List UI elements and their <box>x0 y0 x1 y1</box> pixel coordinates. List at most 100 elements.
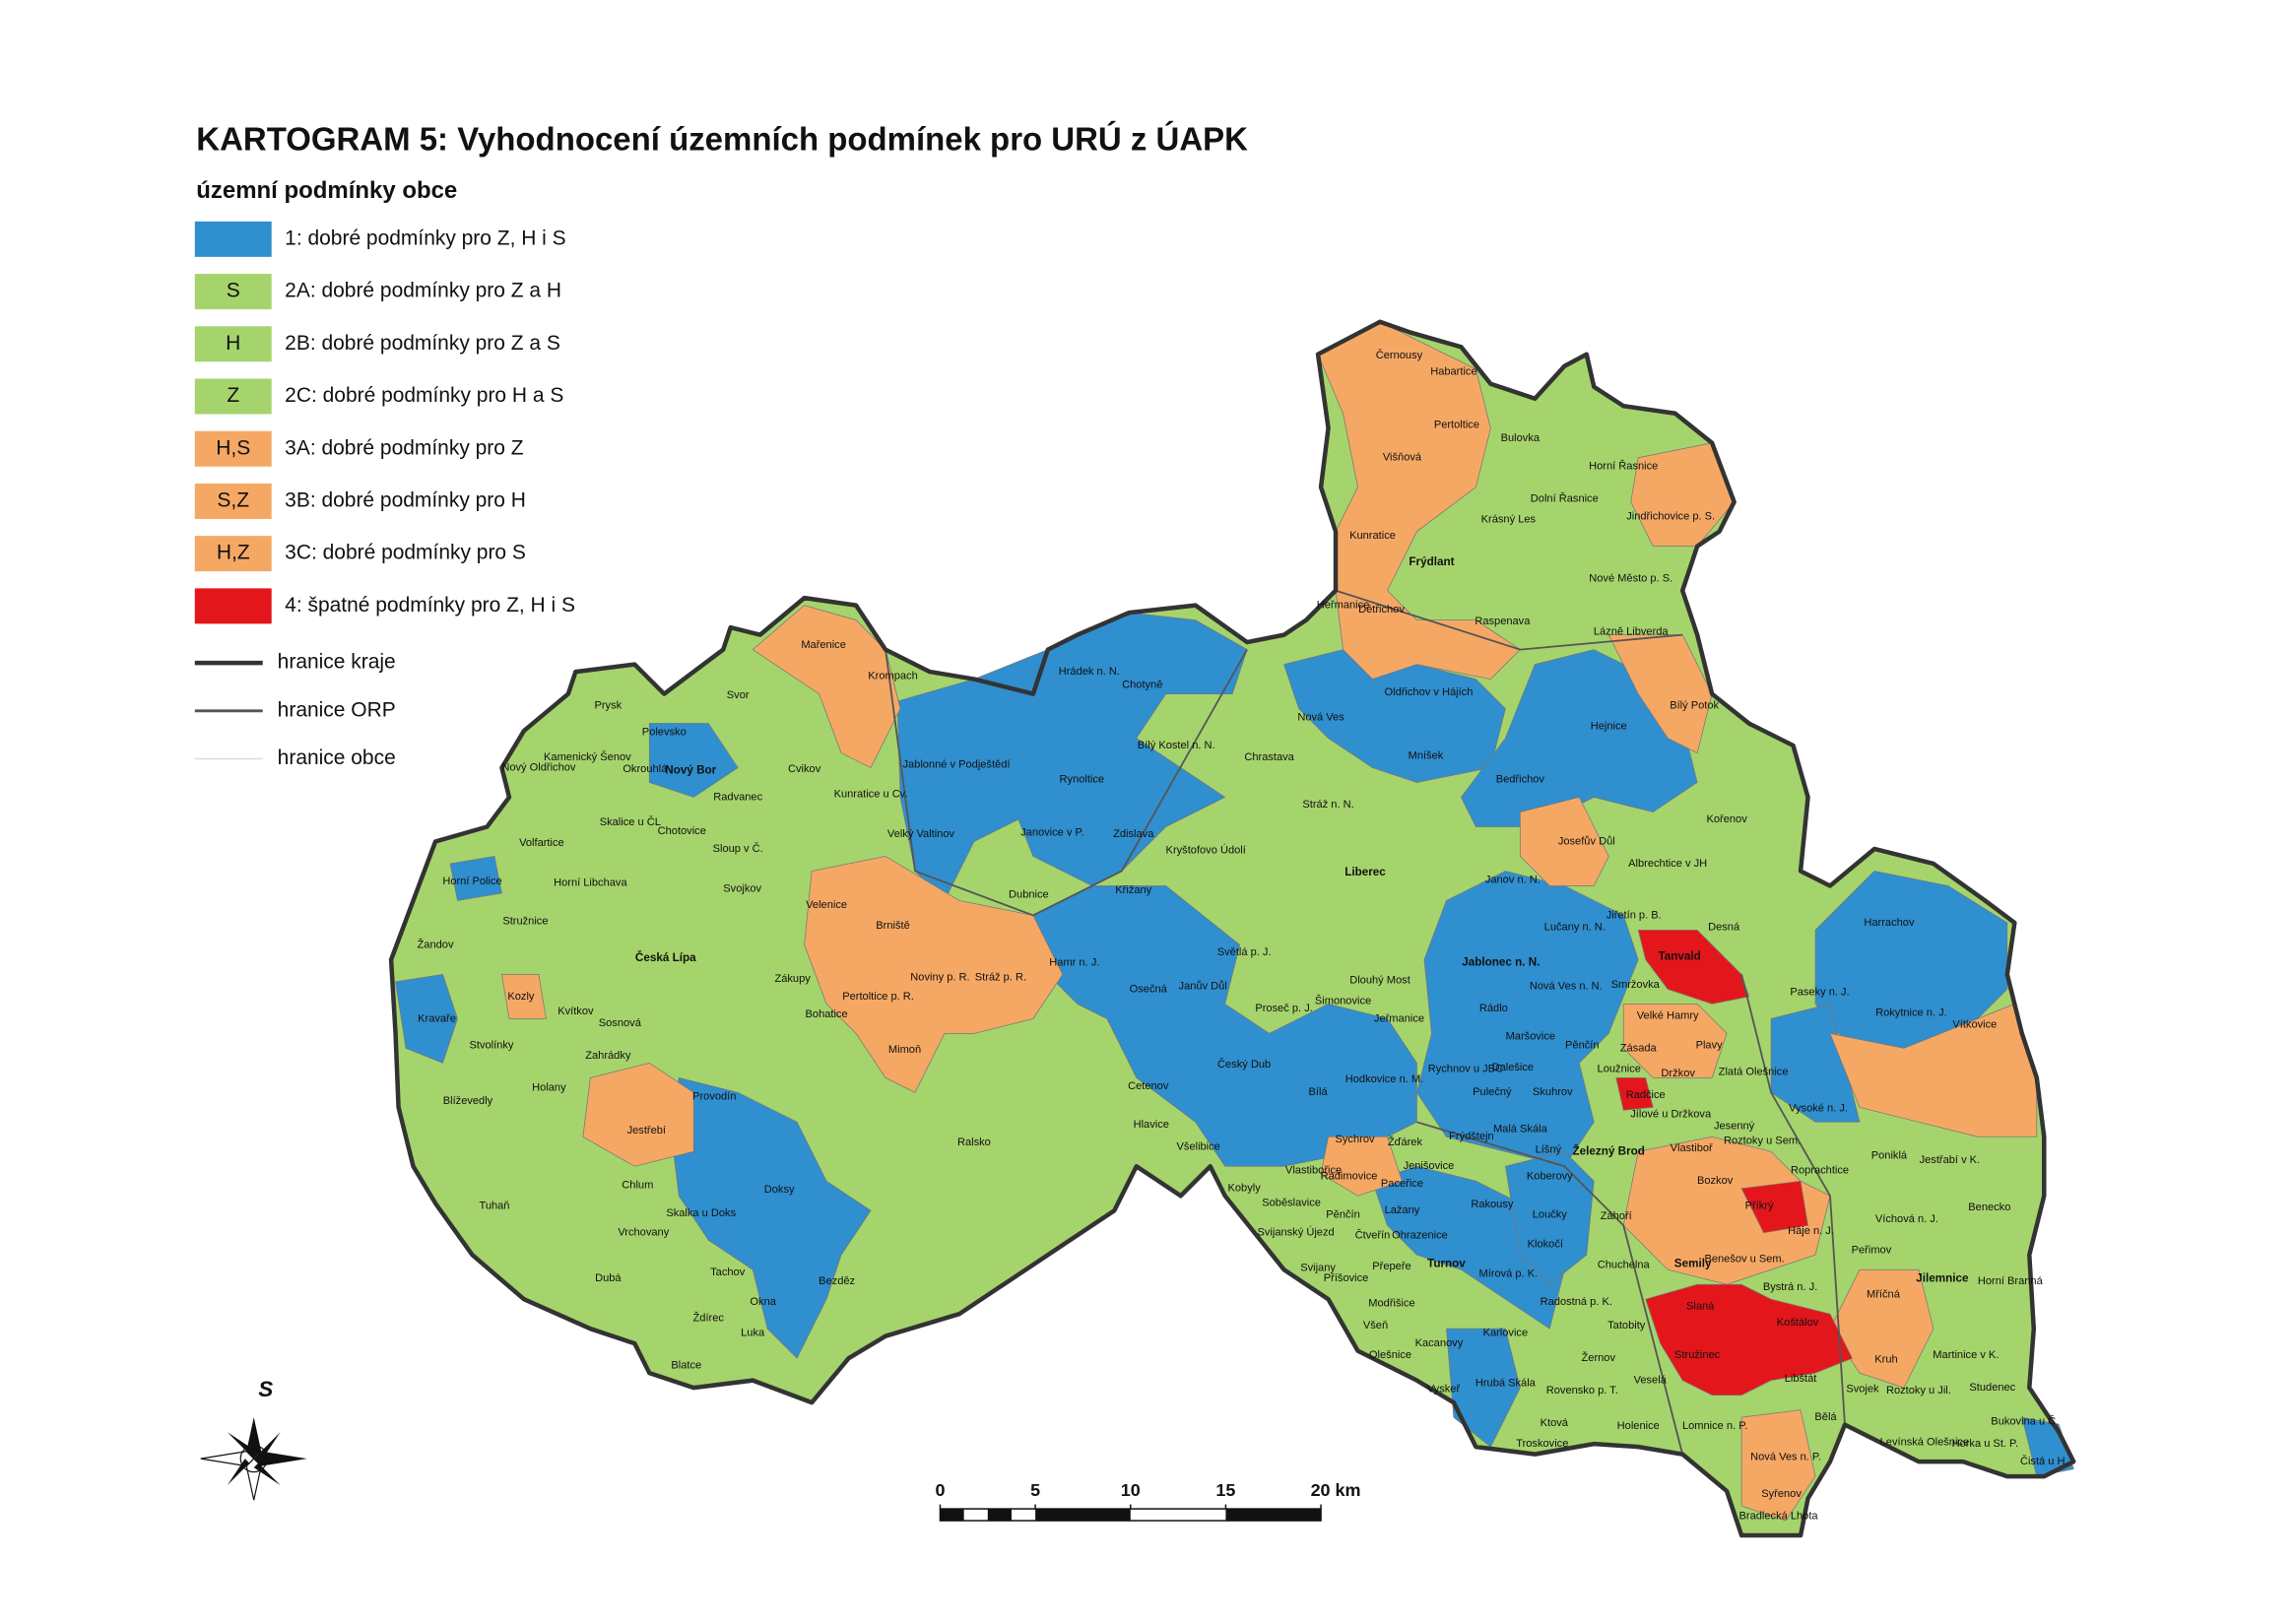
municipality-area <box>1320 1136 1403 1197</box>
municipality-label: Všeň <box>1363 1320 1388 1332</box>
legend-label: hranice kraje <box>278 651 396 674</box>
municipality-label: Studenec <box>1969 1382 2015 1394</box>
municipality-label: Velké Hamry <box>1637 1009 1699 1021</box>
municipality-label: Jeřmanice <box>1374 1012 1424 1024</box>
municipality-label: Ralsko <box>957 1137 991 1148</box>
municipality-label: Polevsko <box>642 726 687 738</box>
municipality-area <box>752 605 901 769</box>
municipality-label: Čistá u H. <box>2020 1455 2068 1467</box>
municipality-label: Heřmanice <box>1317 600 1370 612</box>
municipality-label: Pulečný <box>1473 1086 1512 1098</box>
municipality-label: Plavy <box>1696 1039 1724 1051</box>
arrow-point <box>253 1462 281 1486</box>
municipality-label: Okna <box>750 1296 776 1308</box>
municipality-label: Jiřetín p. B. <box>1606 909 1662 921</box>
municipality-area <box>1519 797 1609 886</box>
municipality-label: Svijanský Újezd <box>1257 1226 1334 1239</box>
arrow-point <box>227 1459 250 1486</box>
municipality-label: Rokytnice n. J. <box>1875 1007 1947 1018</box>
municipality-label: Blíževedly <box>443 1095 493 1107</box>
municipality-label: Benešov u Sem. <box>1704 1254 1784 1266</box>
municipality-label: Bohatice <box>806 1008 848 1020</box>
municipality-label: Žandov <box>418 938 454 950</box>
municipality-label: Čtveřín <box>1355 1229 1391 1242</box>
municipality-label: Karlovice <box>1483 1328 1529 1339</box>
municipality-label: Proseč p. J. <box>1255 1003 1312 1014</box>
municipality-label: Vlastiboř <box>1671 1142 1713 1154</box>
municipality-label: Brniště <box>876 920 909 932</box>
legend-label: 3B: dobré podmínky pro H <box>285 488 526 511</box>
municipality-label: Ždírec <box>693 1312 725 1325</box>
municipality-label: Kořenov <box>1706 813 1747 825</box>
scale-tick-label: 20 km <box>1311 1480 1361 1500</box>
municipality-label: Kacanovy <box>1415 1337 1464 1349</box>
municipality-label: Česká Lípa <box>635 951 696 964</box>
legend-swatch <box>194 274 272 310</box>
scale-tick-label: 15 <box>1215 1480 1235 1500</box>
municipality-label: Roztoky u Jil. <box>1886 1385 1951 1397</box>
municipality-label: Všelibice <box>1177 1141 1220 1153</box>
legend-swatch <box>194 326 272 362</box>
scale-tick-label: 10 <box>1121 1480 1141 1500</box>
municipality-label: Světlá p. J. <box>1217 946 1272 958</box>
municipality-label: Stráž n. N. <box>1302 799 1353 811</box>
municipality-label: Vrchovany <box>618 1227 669 1239</box>
municipality-label: Bulovka <box>1501 432 1541 444</box>
municipality-label: Svojkov <box>723 882 761 894</box>
municipality-label: Turnov <box>1427 1257 1466 1269</box>
municipality-area <box>671 1076 872 1359</box>
municipality-label: Záhoří <box>1601 1210 1633 1222</box>
municipality-label: Ktová <box>1541 1417 1569 1429</box>
municipality-label: Koštálov <box>1777 1317 1819 1329</box>
municipality-label: Držkov <box>1661 1068 1695 1079</box>
municipality-label: Paseky n. J. <box>1790 986 1849 998</box>
municipality-label: Harrachov <box>1864 917 1915 929</box>
municipality-label: Pertoltice p. R. <box>842 991 914 1003</box>
municipality-label: Višňová <box>1383 452 1422 464</box>
municipality-label: Mníšek <box>1409 749 1444 761</box>
municipality-label: Víchová n. J. <box>1875 1213 1938 1225</box>
municipality-label: Nová Ves n. P. <box>1750 1452 1821 1463</box>
municipality-label: Dětřichov <box>1358 604 1405 616</box>
municipality-label: Horní Řasnice <box>1589 460 1658 473</box>
legend-title: územní podmínky obce <box>196 177 457 204</box>
municipality-label: Bradlecká Lhota <box>1739 1510 1819 1522</box>
legend-code: S,Z <box>217 488 249 511</box>
municipality-label: Příkrý <box>1745 1201 1774 1212</box>
legend-swatch <box>194 221 272 257</box>
municipality-label: Volfartice <box>519 837 564 849</box>
municipality-label: Veselá <box>1634 1375 1668 1387</box>
municipality-label: Jilemnice <box>1916 1271 1969 1284</box>
municipality-area <box>1622 1004 1728 1078</box>
legend-label: hranice ORP <box>278 698 396 721</box>
municipality-label: Slaná <box>1686 1301 1715 1313</box>
municipality-label: Skalka u Doks <box>666 1207 736 1219</box>
municipality-label: Lažany <box>1385 1204 1420 1216</box>
municipality-label: Okrouhlá <box>623 763 668 775</box>
municipality-label: Zákupy <box>774 973 811 985</box>
municipality-label: Rynoltice <box>1060 773 1105 785</box>
legend-label: 2C: dobré podmínky pro H a S <box>285 384 563 407</box>
municipality-label: Jílové u Držkova <box>1630 1109 1712 1121</box>
municipality-label: Jenišovice <box>1404 1160 1455 1172</box>
municipality-label: Holenice <box>1617 1420 1660 1432</box>
municipality-label: Malá Skála <box>1493 1124 1548 1136</box>
legend: 1: dobré podmínky pro Z, H i S S 2A: dobré… <box>194 221 575 769</box>
municipality-area <box>1416 871 1639 1167</box>
municipality-area <box>1645 1283 1853 1397</box>
municipality-label: Chotovice <box>658 825 706 837</box>
municipality-label: Jestřabí v K. <box>1920 1154 1981 1166</box>
municipality-label: Stvolínky <box>469 1039 513 1051</box>
municipality-label: Peřimov <box>1852 1245 1892 1257</box>
municipality-area <box>582 1062 694 1167</box>
municipality-label: Troskovice <box>1516 1438 1568 1450</box>
municipality-label: Osečná <box>1130 983 1168 995</box>
municipality-label: Bílá <box>1309 1086 1329 1098</box>
municipality-label: Jesenný <box>1714 1121 1755 1133</box>
municipality-label: Železný Brod <box>1573 1144 1645 1157</box>
municipality-label: Olešnice <box>1369 1349 1411 1361</box>
municipality-label: Bozkov <box>1697 1175 1734 1187</box>
legend-swatch <box>194 430 272 467</box>
municipality-area <box>449 856 502 901</box>
